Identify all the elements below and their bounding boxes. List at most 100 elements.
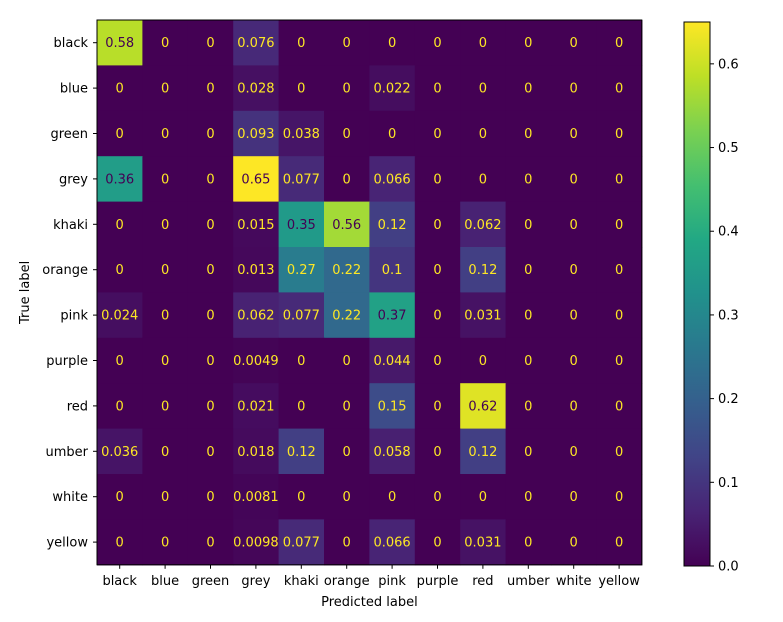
heatmap-cell-value: 0.35 <box>287 218 316 233</box>
heatmap-cell <box>187 474 234 520</box>
heatmap-cell <box>142 519 189 566</box>
heatmap-cell-value: 0 <box>297 399 305 414</box>
heatmap-cell <box>505 519 552 566</box>
heatmap-cell <box>460 519 507 566</box>
heatmap-cell <box>596 110 643 157</box>
heatmap-cell-value: 0 <box>206 172 214 187</box>
heatmap-cell <box>414 474 461 520</box>
heatmap-cell-value: 0.27 <box>287 263 316 278</box>
heatmap-cell-value: 0 <box>615 490 623 505</box>
heatmap-cell-value: 0 <box>615 263 623 278</box>
heatmap-cell-value: 0.12 <box>468 445 497 460</box>
heatmap-cell-value: 0 <box>161 127 169 142</box>
heatmap-cell <box>278 428 325 475</box>
heatmap-cell <box>369 201 416 248</box>
heatmap-cell <box>414 292 461 339</box>
heatmap-cell-value: 0.62 <box>468 399 497 414</box>
heatmap-cell-value: 0 <box>524 263 532 278</box>
heatmap-cell <box>233 474 280 520</box>
heatmap-cell-value: 0 <box>161 354 169 369</box>
heatmap-cell <box>187 337 234 384</box>
heatmap-cell <box>142 247 189 293</box>
heatmap-cell-value: 0.56 <box>332 218 361 233</box>
heatmap-cell-value: 0 <box>433 36 441 51</box>
heatmap-cell <box>551 428 597 475</box>
heatmap-cell <box>187 383 234 430</box>
heatmap-cell-value: 0 <box>479 36 487 51</box>
heatmap-cell <box>414 65 461 112</box>
y-tick-label: grey <box>59 172 88 187</box>
heatmap-cell <box>233 110 280 157</box>
heatmap-cell <box>369 65 416 112</box>
plot-frame <box>96 19 643 566</box>
heatmap-cell <box>97 474 143 520</box>
heatmap-cell <box>97 20 143 66</box>
heatmap-cell-value: 0.65 <box>241 172 270 187</box>
heatmap-cell <box>596 292 643 339</box>
heatmap-cell-value: 0 <box>206 399 214 414</box>
heatmap-cell <box>324 383 370 430</box>
heatmap-cell <box>414 337 461 384</box>
heatmap-cell-value: 0.15 <box>378 399 407 414</box>
heatmap-cell-value: 0 <box>161 36 169 51</box>
heatmap-cell <box>187 292 234 339</box>
y-axis-ticks: black blue green grey khaki orange pink purple r… <box>42 36 97 551</box>
heatmap-cell <box>324 428 370 475</box>
heatmap-cell <box>187 20 234 66</box>
heatmap-cell <box>460 428 507 475</box>
heatmap-cell-value: 0.044 <box>373 354 410 369</box>
heatmap-cell-value: 0.021 <box>237 399 274 414</box>
heatmap-cell <box>324 247 370 293</box>
heatmap-cell-value: 0 <box>433 354 441 369</box>
heatmap-cell-value: 0 <box>206 445 214 460</box>
heatmap-cell-value: 0.066 <box>373 536 410 551</box>
heatmap-cell-value: 0 <box>343 536 351 551</box>
heatmap-cell-value: 0 <box>615 82 623 97</box>
heatmap-cell <box>278 201 325 248</box>
heatmap-cell <box>505 474 552 520</box>
heatmap-cell-value: 0 <box>161 309 169 324</box>
heatmap-cell-value: 0 <box>524 36 532 51</box>
heatmap-cell <box>460 337 507 384</box>
heatmap-cell <box>278 292 325 339</box>
heatmap-cell-value: 0 <box>161 536 169 551</box>
heatmap-cell <box>233 20 280 66</box>
heatmap-cell <box>414 247 461 293</box>
heatmap-cell <box>324 292 370 339</box>
heatmap-cell-value: 0 <box>570 82 578 97</box>
heatmap-cell-value: 0.022 <box>373 82 410 97</box>
heatmap-cell <box>505 156 552 203</box>
heatmap-cell-value: 0.077 <box>283 536 320 551</box>
heatmap-cell-value: 0 <box>524 445 532 460</box>
heatmap-cell-value: 0 <box>433 490 441 505</box>
heatmap-cell-value: 0 <box>297 490 305 505</box>
colorbar-ticks: 0.0 0.1 0.2 0.3 0.4 0.5 0.6 <box>710 57 739 575</box>
y-tick-label: pink <box>60 309 88 324</box>
heatmap-cell-value: 0 <box>479 82 487 97</box>
heatmap-cell <box>369 383 416 430</box>
heatmap-cell-value: 0 <box>570 127 578 142</box>
heatmap-cell-value: 0.077 <box>283 172 320 187</box>
heatmap-cell <box>187 428 234 475</box>
heatmap-cell <box>187 519 234 566</box>
heatmap-cell-value: 0.015 <box>237 218 274 233</box>
heatmap-cell-value: 0 <box>388 36 396 51</box>
heatmap-cell <box>414 110 461 157</box>
heatmap-cell <box>596 383 643 430</box>
heatmap-cell <box>97 247 143 293</box>
heatmap-cell-value: 0 <box>116 82 124 97</box>
heatmap-cell <box>551 110 597 157</box>
heatmap-cell <box>233 383 280 430</box>
heatmap-cell-value: 0 <box>433 399 441 414</box>
x-tick-label: green <box>192 574 230 589</box>
heatmap-cell-value: 0 <box>570 445 578 460</box>
heatmap-cell <box>278 156 325 203</box>
heatmap-cell-value: 0 <box>433 309 441 324</box>
heatmap-cell <box>369 474 416 520</box>
colorbar-tick-label: 0.4 <box>718 225 739 240</box>
y-tick-label: black <box>53 36 88 51</box>
heatmap-cell <box>596 519 643 566</box>
heatmap-cell-value: 0 <box>615 536 623 551</box>
heatmap-cell <box>97 292 143 339</box>
heatmap-cell <box>187 65 234 112</box>
